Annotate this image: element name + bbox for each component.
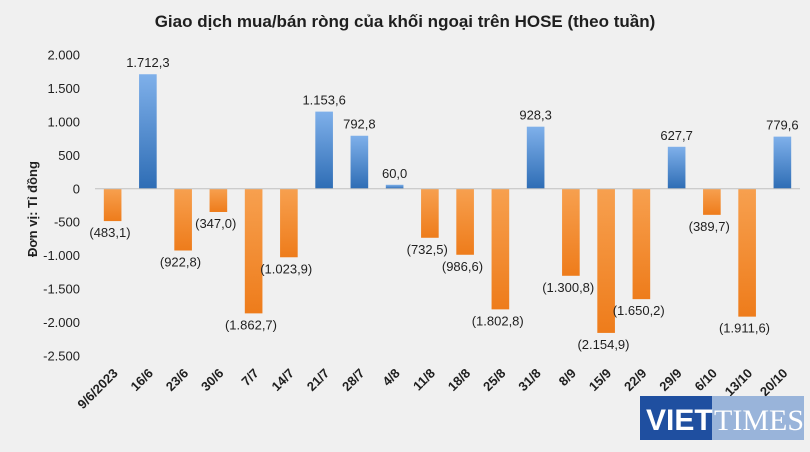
bar-15-9 <box>597 188 615 333</box>
x-tick-label: 9/6/2023 <box>74 366 120 412</box>
x-tick-label: 31/8 <box>515 366 544 395</box>
y-tick-label: -1.000 <box>43 248 80 263</box>
data-label: (922,8) <box>160 255 201 270</box>
x-tick-label: 18/8 <box>445 366 474 395</box>
bar-4-8 <box>385 184 404 189</box>
bar-9-6-2023 <box>103 188 122 222</box>
logo-times-block <box>712 396 804 440</box>
bar-20-10 <box>773 136 792 189</box>
viettimes-logo: VIET TIMES <box>640 396 804 440</box>
data-label: (1.862,7) <box>225 317 277 332</box>
logo-viet-text: VIET <box>646 404 713 437</box>
bar-11-8 <box>421 188 439 238</box>
y-tick-label: -500 <box>54 215 80 230</box>
bar-14-7 <box>280 188 298 258</box>
y-tick-label: 0 <box>73 181 80 196</box>
bar-18-8 <box>456 188 474 255</box>
x-tick-label: 21/7 <box>304 366 333 395</box>
bar-25-8 <box>491 188 510 310</box>
x-tick-label: 25/8 <box>480 366 509 395</box>
y-tick-label: -2.000 <box>43 315 80 330</box>
bar-28-7 <box>350 135 369 189</box>
x-tick-label: 20/10 <box>757 366 791 400</box>
y-tick-label: 1.500 <box>47 81 80 96</box>
data-label: 60,0 <box>382 166 407 181</box>
y-tick-label: -1.500 <box>43 282 80 297</box>
data-label: 779,6 <box>766 118 799 133</box>
data-label: (483,1) <box>89 225 130 240</box>
y-tick-label: 2.000 <box>47 48 80 63</box>
y-tick-label: 500 <box>58 148 80 163</box>
data-label: 1.153,6 <box>302 93 345 108</box>
bar-23-6 <box>174 188 192 251</box>
data-labels-group: (483,1) 1.712,3 (922,8) (347,0) (1.862,7) (1.… <box>89 55 798 352</box>
logo-times-text: TIMES <box>714 404 804 437</box>
bar-30-6 <box>209 188 228 212</box>
bars-group <box>103 74 792 333</box>
bar-16-6 <box>139 74 157 189</box>
data-label: (1.911,6) <box>719 321 770 336</box>
x-tick-label: 15/9 <box>586 366 615 395</box>
data-label: 627,7 <box>660 128 693 143</box>
bar-31-8 <box>526 126 545 189</box>
data-label: 928,3 <box>519 108 552 123</box>
x-tick-label: 28/7 <box>339 366 368 395</box>
bar-29-9 <box>667 146 686 189</box>
chart-title: Giao dịch mua/bán ròng của khối ngoại tr… <box>155 12 656 31</box>
bar-8-9 <box>562 188 580 276</box>
data-label: (347,0) <box>195 216 236 231</box>
data-label: (732,5) <box>407 242 448 257</box>
x-tick-label: 22/9 <box>621 366 650 395</box>
data-label: (986,6) <box>442 259 483 274</box>
data-label: (2.154,9) <box>577 337 629 352</box>
x-tick-label: 11/8 <box>410 366 438 394</box>
x-tick-label: 30/6 <box>198 366 227 395</box>
y-tick-label: -2.500 <box>43 349 80 364</box>
x-tick-label: 7/7 <box>238 366 261 389</box>
bar-6-10 <box>703 188 721 215</box>
x-tick-label: 29/9 <box>656 366 685 395</box>
y-axis-ticks: 2.000 1.500 1.000 500 0 -500 -1.000 -1.500 -2.00… <box>43 48 80 364</box>
logo-viet-block <box>640 396 712 440</box>
x-tick-label: 6/10 <box>691 366 720 395</box>
x-tick-label: 23/6 <box>163 366 192 395</box>
data-label: (1.650,2) <box>613 303 665 318</box>
data-label: (1.802,8) <box>472 313 524 328</box>
y-axis-label: Đơn vị: Tỉ đồng <box>25 161 40 257</box>
x-tick-label: 4/8 <box>379 366 402 389</box>
bar-21-7 <box>315 111 333 189</box>
x-tick-label: 8/9 <box>556 366 579 389</box>
bar-7-7 <box>244 188 263 314</box>
x-tick-label: 14/7 <box>268 366 297 395</box>
data-label: (1.023,9) <box>260 261 312 276</box>
data-label: 792,8 <box>343 117 376 132</box>
bar-13-10 <box>738 188 756 317</box>
data-label: (1.300,8) <box>542 280 594 295</box>
bar-22-9 <box>632 188 651 300</box>
y-tick-label: 1.000 <box>47 114 80 129</box>
data-label: 1.712,3 <box>126 55 169 70</box>
data-label: (389,7) <box>689 219 730 234</box>
x-tick-label: 16/6 <box>127 366 156 395</box>
x-tick-label: 13/10 <box>722 366 756 400</box>
